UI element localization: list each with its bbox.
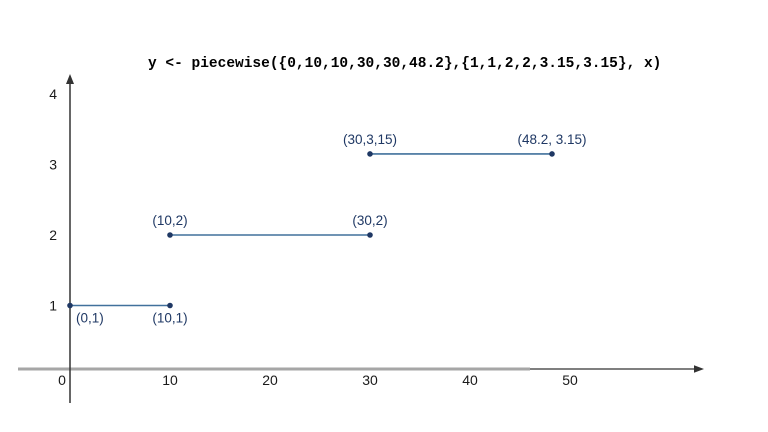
data-point bbox=[67, 302, 73, 309]
point-label: (10,1) bbox=[152, 311, 187, 326]
x-tick-label: 20 bbox=[262, 372, 278, 388]
x-tick-label: 40 bbox=[462, 372, 478, 388]
data-point bbox=[367, 232, 373, 238]
point-label: (0,1) bbox=[76, 311, 104, 326]
x-tick-label: 10 bbox=[162, 372, 178, 388]
x-tick-label: 50 bbox=[562, 372, 578, 388]
y-axis-arrowhead bbox=[66, 74, 74, 84]
point-label: (30,2) bbox=[352, 213, 387, 228]
data-point bbox=[367, 151, 373, 157]
y-tick-label: 3 bbox=[49, 157, 57, 173]
y-tick-label: 2 bbox=[49, 227, 57, 243]
chart-title: y <- piecewise({0,10,10,30,30,48.2},{1,1… bbox=[148, 56, 662, 72]
point-label: (30,3,15) bbox=[343, 132, 397, 147]
y-tick-label: 4 bbox=[49, 86, 57, 102]
point-label: (10,2) bbox=[152, 213, 187, 228]
x-tick-label: 30 bbox=[362, 372, 378, 388]
data-point bbox=[167, 302, 173, 309]
data-point bbox=[549, 151, 555, 157]
point-label: (48.2, 3.15) bbox=[517, 132, 586, 147]
y-tick-label: 1 bbox=[49, 298, 57, 314]
x-axis-arrowhead bbox=[694, 365, 704, 373]
data-point bbox=[167, 232, 173, 238]
x-tick-label: 0 bbox=[58, 372, 66, 388]
